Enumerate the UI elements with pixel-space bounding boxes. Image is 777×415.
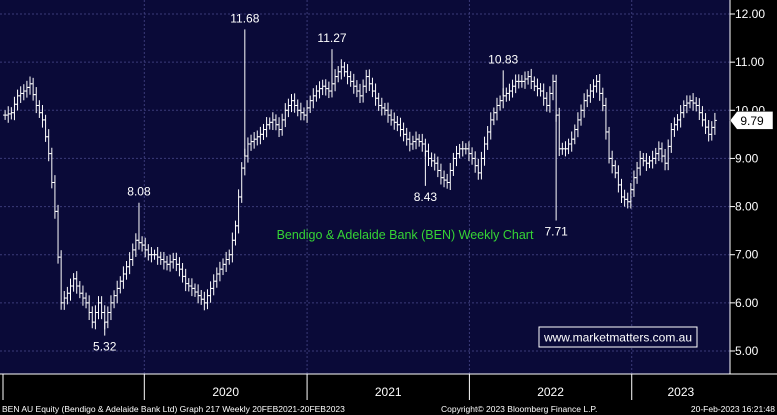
annotation-label: 10.83: [488, 52, 518, 66]
x-tick-label: 2022: [537, 385, 564, 399]
footer-copyright: Copyright© 2023 Bloomberg Finance L.P.: [441, 404, 597, 414]
x-tick-label: 2023: [668, 385, 695, 399]
annotation-label: 11.27: [317, 31, 346, 45]
y-tick-label: 9.00: [735, 151, 759, 165]
last-price-tag: [729, 111, 774, 130]
grid-lines: [0, 0, 730, 374]
annotations: 11.68 11.27 8.08 10.83 5.32 8.43 7.71: [93, 11, 568, 353]
footer-timestamp: 20-Feb-2023 16:21:48: [691, 404, 775, 414]
x-tick-label: 2020: [212, 385, 239, 399]
chart-title: Bendigo & Adelaide Bank (BEN) Weekly Cha…: [277, 228, 534, 242]
y-tick-label: 12.00: [735, 7, 765, 21]
y-tick-label: 5.00: [735, 344, 759, 358]
watermark-frame: [538, 326, 698, 348]
y-tick-label: 7.00: [735, 248, 759, 262]
footer-security: BEN AU Equity (Bendigo & Adelaide Bank L…: [2, 404, 345, 414]
annotation-label: 8.43: [414, 190, 438, 204]
annotation-label: 11.68: [230, 11, 259, 25]
annotation-label: 7.71: [544, 225, 568, 239]
watermark-box: www.marketmatters.com.au: [538, 326, 698, 348]
watermark-text: www.marketmatters.com.au: [543, 331, 692, 345]
annotation-label: 8.08: [127, 185, 151, 199]
last-price-label: 9.79: [729, 111, 774, 130]
annotation-label: 5.32: [93, 340, 117, 354]
x-axis: 2020 2021 2022 2023: [0, 0, 777, 400]
y-tick-label: 6.00: [735, 296, 759, 310]
last-price-value: 9.79: [740, 114, 764, 128]
y-tick-label: 8.00: [735, 200, 759, 214]
plot-area: [0, 0, 730, 374]
y-tick-label: 11.00: [735, 55, 764, 69]
x-tick-label: 2021: [375, 385, 402, 399]
price-series: [3, 29, 717, 336]
